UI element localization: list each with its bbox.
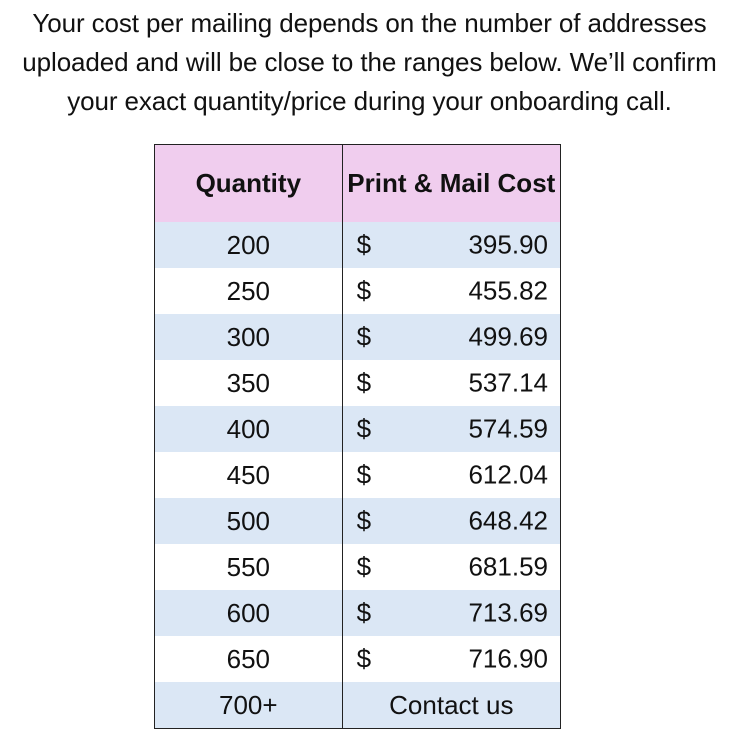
table-row-contact: 700+ Contact us [154,682,562,729]
table-header-row: Quantity Print & Mail Cost [154,144,562,222]
cost-amount: 716.90 [468,643,548,674]
currency-symbol: $ [356,459,372,490]
quantity-cell: 700+ [154,682,343,729]
quantity-cell: 350 [154,360,343,406]
cost-amount: 395.90 [468,229,548,260]
quantity-cell: 450 [154,452,343,498]
currency-symbol: $ [356,597,372,628]
cost-cell: $ 716.90 [341,636,562,682]
quantity-cell: 650 [154,636,343,682]
cost-cell: $ 713.69 [341,590,562,636]
intro-line: Your cost per mailing depends on the num… [32,8,707,38]
quantity-cell: 400 [154,406,343,452]
currency-symbol: $ [356,643,372,674]
cost-amount: 681.59 [468,551,548,582]
table-row: 550 $ 681.59 [154,544,562,590]
currency-symbol: $ [356,413,372,444]
intro-paragraph: Your cost per mailing depends on the num… [0,4,739,121]
intro-line: uploaded and will be close to the ranges… [22,47,717,77]
currency-symbol: $ [356,551,372,582]
quantity-column-header: Quantity [154,144,343,222]
cost-amount: 499.69 [468,321,548,352]
table-row: 600 $ 713.69 [154,590,562,636]
quantity-cell: 600 [154,590,343,636]
quantity-cell: 250 [154,268,343,314]
cost-cell: $ 455.82 [341,268,562,314]
quantity-cell: 300 [154,314,343,360]
quantity-cell: 200 [154,222,343,268]
table-row: 500 $ 648.42 [154,498,562,544]
table-row: 350 $ 537.14 [154,360,562,406]
cost-cell: $ 395.90 [341,222,562,268]
currency-symbol: $ [356,275,372,306]
cost-amount: 612.04 [468,459,548,490]
cost-amount: 537.14 [468,367,548,398]
table-row: 300 $ 499.69 [154,314,562,360]
cost-cell: $ 681.59 [341,544,562,590]
cost-amount: 455.82 [468,275,548,306]
cost-amount: 648.42 [468,505,548,536]
table-row: 400 $ 574.59 [154,406,562,452]
table-row: 200 $ 395.90 [154,222,562,268]
pricing-table: Quantity Print & Mail Cost 200 $ 395.90 … [154,144,562,729]
cost-amount: 713.69 [468,597,548,628]
table-row: 250 $ 455.82 [154,268,562,314]
intro-line: your exact quantity/price during your on… [67,86,672,116]
currency-symbol: $ [356,367,372,398]
cost-amount: 574.59 [468,413,548,444]
cost-column-header: Print & Mail Cost [341,144,562,222]
cost-cell: $ 537.14 [341,360,562,406]
table-row: 450 $ 612.04 [154,452,562,498]
currency-symbol: $ [356,229,372,260]
quantity-cell: 550 [154,544,343,590]
contact-us-cell: Contact us [341,682,562,729]
quantity-cell: 500 [154,498,343,544]
cost-cell: $ 574.59 [341,406,562,452]
cost-cell: $ 612.04 [341,452,562,498]
currency-symbol: $ [356,505,372,536]
cost-cell: $ 648.42 [341,498,562,544]
table-row: 650 $ 716.90 [154,636,562,682]
cost-cell: $ 499.69 [341,314,562,360]
currency-symbol: $ [356,321,372,352]
